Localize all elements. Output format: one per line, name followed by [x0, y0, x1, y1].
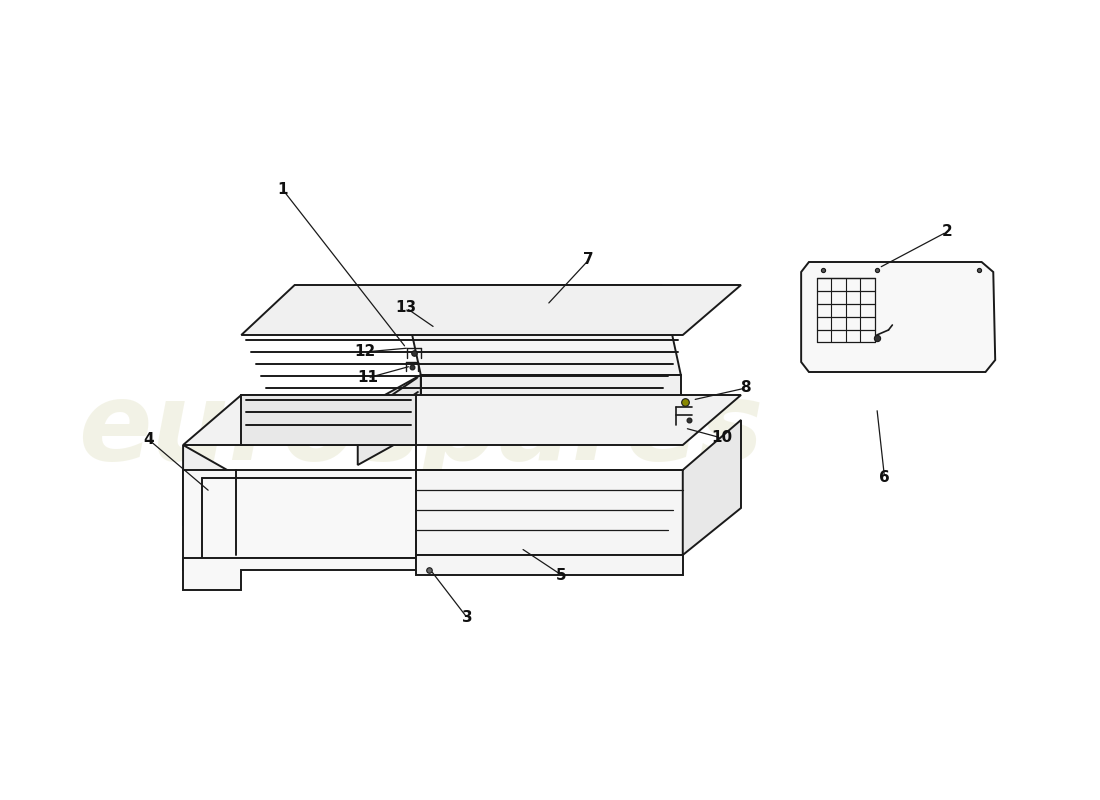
Polygon shape: [183, 395, 741, 445]
Polygon shape: [183, 470, 416, 570]
Text: 12: 12: [354, 345, 375, 359]
Text: 1: 1: [278, 182, 288, 198]
Polygon shape: [421, 375, 681, 430]
Polygon shape: [241, 395, 416, 445]
Text: 8: 8: [740, 381, 751, 395]
Text: a passion for parts since 1985: a passion for parts since 1985: [190, 486, 651, 514]
Polygon shape: [241, 285, 741, 335]
Polygon shape: [241, 478, 416, 558]
Polygon shape: [183, 558, 416, 590]
Polygon shape: [416, 555, 683, 575]
Text: 4: 4: [144, 433, 154, 447]
Polygon shape: [358, 375, 421, 465]
Text: 13: 13: [396, 301, 417, 315]
Polygon shape: [416, 470, 683, 555]
Polygon shape: [801, 262, 996, 372]
Text: 6: 6: [879, 470, 890, 486]
Text: eurospares: eurospares: [78, 377, 763, 483]
Text: 7: 7: [583, 253, 594, 267]
Text: 10: 10: [711, 430, 733, 446]
Text: 11: 11: [356, 370, 378, 386]
Polygon shape: [683, 420, 741, 555]
Text: 3: 3: [462, 610, 473, 626]
Text: 5: 5: [557, 567, 566, 582]
Text: 2: 2: [942, 225, 953, 239]
Polygon shape: [402, 285, 681, 375]
Polygon shape: [183, 445, 241, 558]
